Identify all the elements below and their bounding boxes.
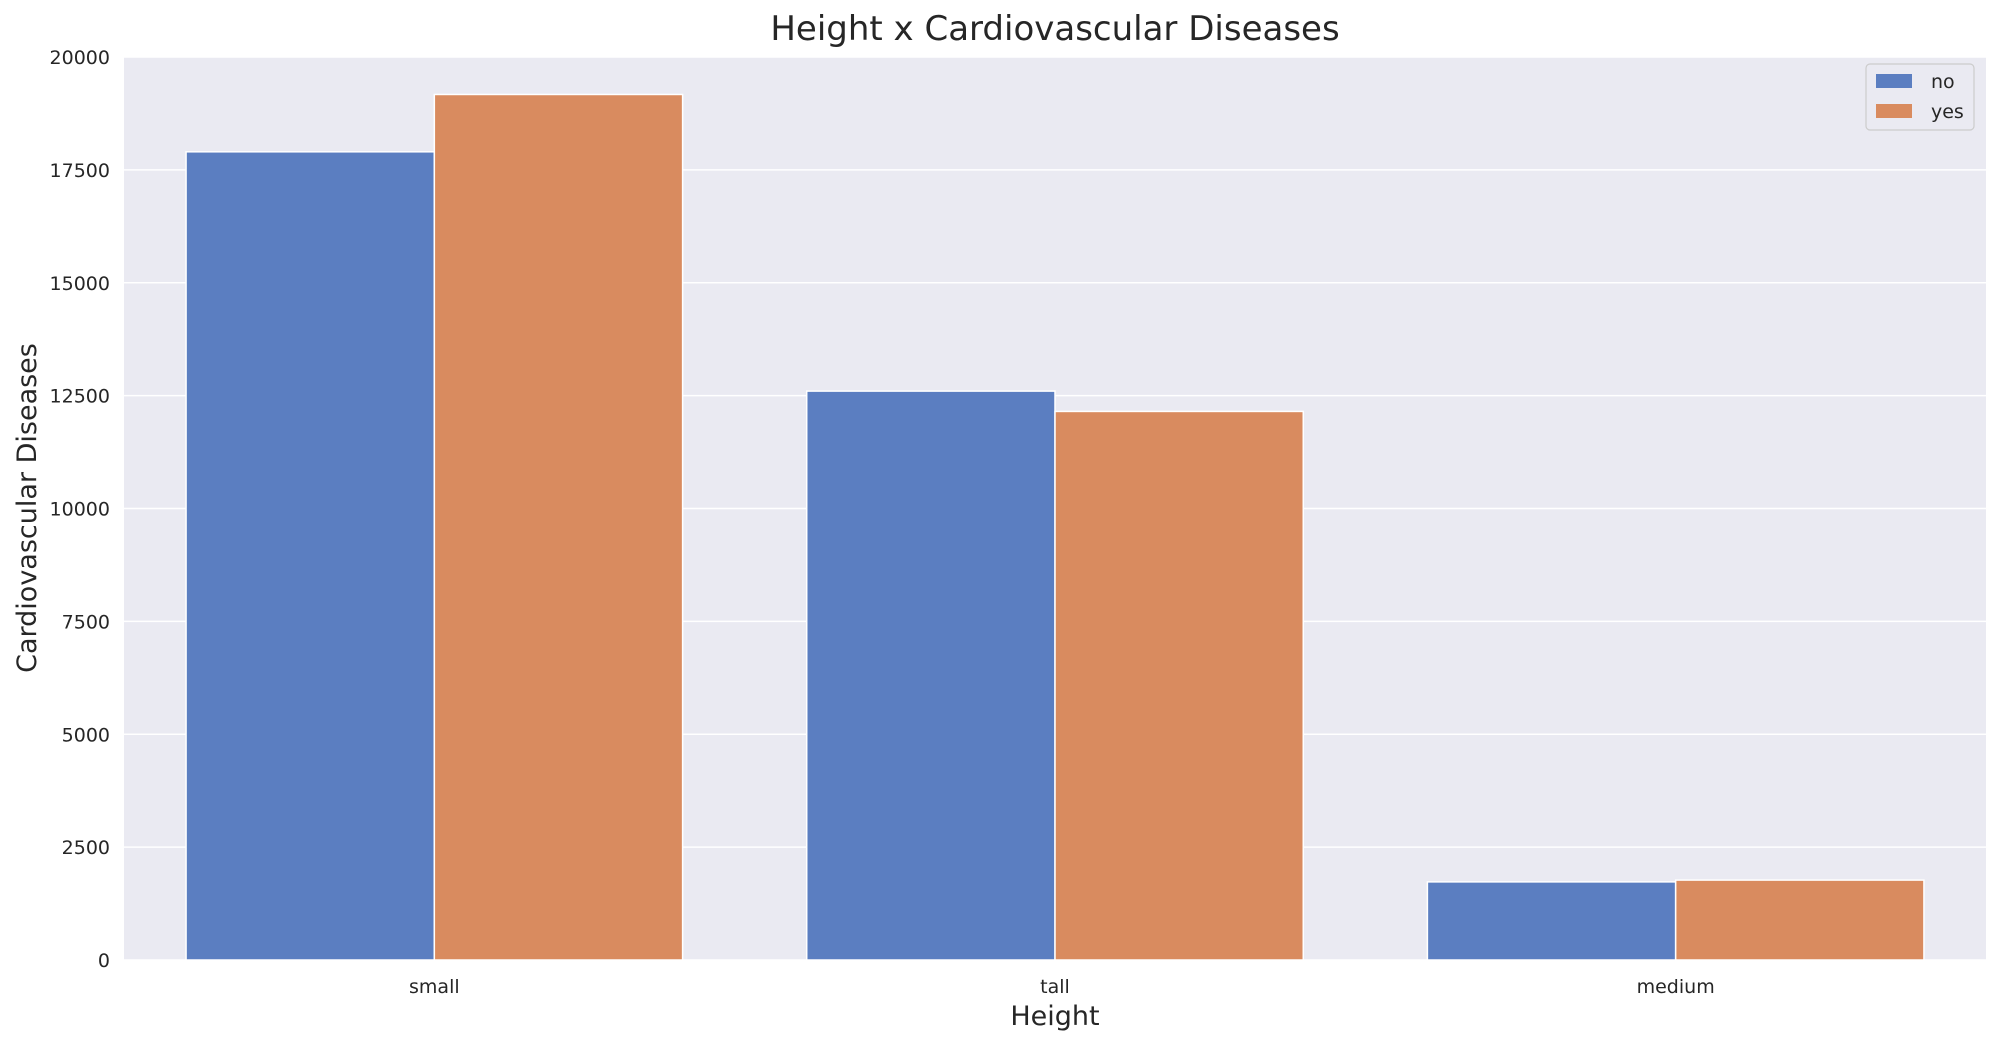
y-tick-labels: 0 2500 5000 7500 10000 12500 15000 17500 20000 [50, 47, 110, 972]
legend-label-yes: yes [1931, 101, 1964, 123]
bar-medium-yes [1674, 879, 1925, 961]
y-axis-label: Cardiovascular Diseases [12, 343, 43, 673]
bar-medium-no [1426, 881, 1677, 961]
x-axis-label: Height [1010, 1001, 1099, 1032]
legend-swatch-yes [1876, 104, 1912, 118]
y-tick-label: 5000 [62, 724, 110, 746]
y-tick-label: 20000 [50, 47, 110, 69]
y-tick-label: 0 [98, 950, 110, 972]
y-tick-label: 7500 [62, 611, 110, 633]
bar-tall-yes [1054, 410, 1305, 961]
y-tick-label: 12500 [50, 386, 110, 408]
bar-small-no [185, 151, 436, 961]
x-tick-label-medium: medium [1637, 976, 1715, 998]
legend: no yes [1865, 63, 1975, 131]
bar-small-yes [433, 93, 684, 961]
y-tick-label: 15000 [50, 273, 110, 295]
y-tick-label: 17500 [50, 160, 110, 182]
legend-label-no: no [1931, 71, 1955, 93]
chart-title: Height x Cardiovascular Diseases [770, 9, 1339, 49]
y-tick-label: 2500 [62, 837, 110, 859]
bars [185, 93, 1925, 961]
bar-tall-no [805, 390, 1056, 961]
y-tick-label: 10000 [50, 499, 110, 521]
x-tick-labels: small tall medium [409, 976, 1715, 998]
x-tick-label-tall: tall [1040, 976, 1070, 998]
legend-swatch-no [1876, 74, 1912, 88]
x-tick-label-small: small [409, 976, 460, 998]
